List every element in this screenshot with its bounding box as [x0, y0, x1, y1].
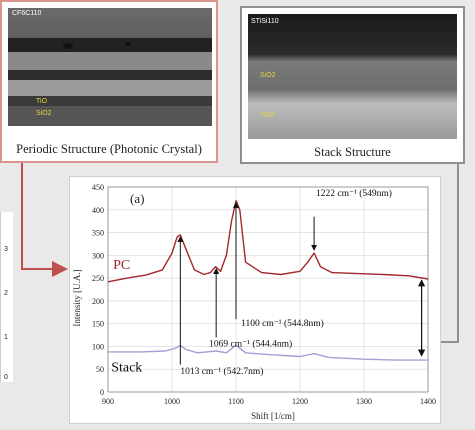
y-tick-label: 0	[100, 388, 104, 397]
chart-panel-label: (a)	[130, 191, 144, 206]
y-tick-label: 400	[92, 206, 104, 215]
sem-layer-label-bottom: SiO2	[36, 110, 52, 117]
y-tick-label: 150	[92, 320, 104, 329]
x-tick-label: 1200	[292, 397, 308, 406]
y-tick-label: 350	[92, 229, 104, 238]
series-line-pc	[107, 200, 429, 283]
plot-frame	[107, 186, 429, 393]
sem-id-label: STiSi110	[251, 18, 279, 25]
caption-stack: Stack Structure	[314, 145, 391, 159]
sem-layer-label-top: SiO2	[260, 72, 276, 79]
fragment-tick: 1	[4, 334, 8, 341]
sem-id-label: CF6C110	[12, 10, 42, 17]
y-tick-label: 300	[92, 251, 104, 260]
sem-image-periodic	[8, 8, 212, 126]
x-tick-label: 1000	[164, 397, 180, 406]
annotation-label: 1222 cm⁻¹ (549nm)	[316, 188, 392, 199]
series-label-pc: PC	[113, 258, 130, 273]
sem-image-stack	[248, 14, 457, 139]
chart-y-axis-label: Intensity [U.A.]	[72, 269, 82, 326]
sem-layer-label-top: TiO	[36, 98, 48, 105]
sem-panel-stack: STiSi110 SiO2 TiO2 Stack Structure	[240, 6, 465, 164]
y-tick-label: 50	[96, 365, 104, 374]
annotation-label: 1013 cm⁻¹ (542.7nm)	[180, 366, 263, 377]
raman-chart: 0 50 100 150 200 250 300 350 400 450 900 1000 1100 1…	[72, 183, 436, 421]
x-tick-label: 1100	[228, 397, 244, 406]
series-line-stack	[108, 344, 428, 361]
caption-periodic: Periodic Structure (Photonic Crystal)	[16, 142, 202, 156]
fragment-tick: 2	[4, 290, 8, 297]
fragment-tick: 0	[4, 374, 8, 381]
raman-chart-panel: 0 50 100 150 200 250 300 350 400 450 900 1000 1100 1…	[69, 176, 441, 424]
side-chart-fragment: 3 2 1 0	[0, 212, 13, 382]
chart-grid	[107, 186, 429, 393]
x-tick-label: 1300	[356, 397, 372, 406]
x-tick-label: 1400	[420, 397, 436, 406]
annotation-label: 1069 cm⁻¹ (544.4nm)	[209, 338, 292, 349]
y-tick-label: 450	[92, 183, 104, 192]
sem-layer-label-bottom: TiO2	[260, 112, 275, 119]
fragment-tick: 3	[4, 246, 8, 253]
chart-x-axis-label: Shift [1/cm]	[251, 411, 295, 421]
y-tick-label: 100	[92, 342, 104, 351]
connector-arrow-pc	[21, 163, 68, 277]
sem-panel-periodic: CF6C110 TiO SiO2 Periodic Structure (Pho…	[0, 0, 218, 163]
annotation-label: 1100 cm⁻¹ (544.8nm)	[241, 318, 324, 329]
x-tick-label: 900	[102, 397, 114, 406]
y-tick-label: 200	[92, 297, 104, 306]
y-tick-label: 250	[92, 274, 104, 283]
series-label-stack: Stack	[111, 361, 142, 376]
